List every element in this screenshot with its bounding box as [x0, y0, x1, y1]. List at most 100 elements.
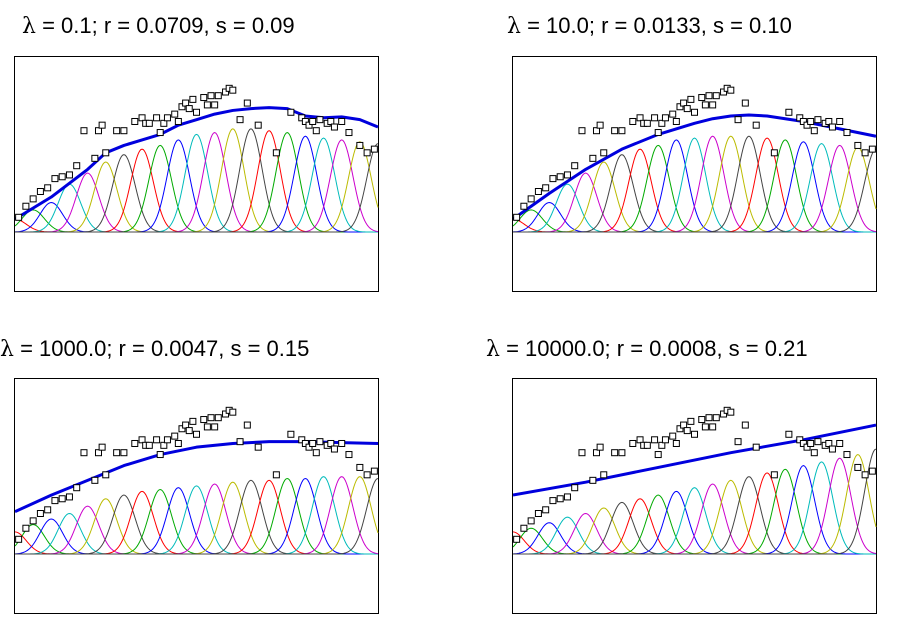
data-point-17: [131, 439, 139, 447]
data-point-40: [734, 438, 742, 446]
data-point-42: [254, 443, 262, 451]
data-point-28: [680, 421, 688, 429]
data-point-6: [549, 175, 557, 183]
data-point-44: [287, 430, 295, 438]
data-point-27: [676, 103, 684, 111]
data-point-47: [305, 443, 313, 451]
basis-curve-20: [513, 453, 877, 555]
data-point-39: [727, 86, 735, 94]
data-point-5: [44, 506, 52, 514]
data-point-46: [301, 439, 309, 447]
basis-curve-19: [513, 457, 877, 555]
data-point-40: [734, 116, 742, 124]
basis-curve-19: [15, 139, 379, 233]
fitted-curve: [15, 106, 379, 221]
data-point-37: [720, 410, 728, 418]
data-point-54: [836, 439, 844, 447]
data-point-56: [356, 463, 364, 471]
data-point-35: [211, 423, 219, 431]
panel-3-plot-frame: [14, 378, 379, 614]
basis-curve-10: [513, 139, 876, 233]
data-point-13: [98, 121, 106, 129]
data-point-53: [330, 445, 338, 453]
data-point-20: [145, 441, 153, 449]
data-point-57: [861, 471, 869, 479]
data-point-31: [193, 430, 200, 438]
data-point-53: [828, 445, 836, 453]
data-point-58: [370, 145, 378, 153]
data-point-34: [207, 414, 215, 422]
data-point-29: [185, 427, 193, 435]
data-point-52: [825, 439, 833, 447]
data-point-25: [669, 432, 677, 440]
data-point-18: [636, 114, 644, 122]
basis-curve-8: [513, 148, 876, 233]
data-point-37: [222, 88, 230, 96]
data-point-58: [868, 467, 876, 475]
data-point-12: [94, 449, 102, 457]
data-point-12: [592, 127, 600, 135]
basis-curve-2: [513, 527, 876, 555]
basis-curve-9: [513, 144, 876, 233]
panel-1-plot-frame: [14, 56, 379, 292]
data-point-56: [854, 463, 862, 471]
panel-3-plot: [15, 406, 379, 555]
data-point-7: [556, 495, 564, 503]
data-point-16: [618, 449, 626, 457]
data-point-1: [15, 213, 23, 221]
data-point-30: [687, 417, 695, 425]
data-point-28: [182, 421, 190, 429]
data-point-56: [854, 141, 862, 149]
data-point-35: [709, 101, 717, 109]
panel-4-plot: [513, 406, 877, 555]
data-point-57: [363, 149, 371, 157]
data-point-49: [312, 127, 320, 135]
data-point-45: [298, 436, 306, 444]
data-point-2: [520, 202, 528, 210]
data-point-23: [658, 441, 666, 449]
data-point-4: [534, 188, 542, 195]
data-point-1: [15, 535, 23, 543]
data-point-30: [687, 95, 695, 103]
data-point-6: [51, 175, 59, 183]
data-point-26: [672, 439, 680, 447]
data-point-40: [236, 438, 244, 446]
data-point-4: [36, 510, 44, 517]
panel-4-plot-frame: [512, 378, 877, 614]
data-point-42: [752, 121, 760, 129]
panel-3-title: λ = 1000.0; r = 0.0047, s = 0.15: [0, 336, 309, 362]
basis-curve-15: [513, 137, 876, 233]
data-point-32: [200, 416, 208, 424]
data-point-7: [556, 173, 564, 181]
data-point-54: [338, 439, 346, 447]
basis-curve-16: [513, 468, 876, 555]
data-point-3: [29, 195, 37, 203]
data-point-40: [236, 116, 244, 124]
data-point-23: [160, 441, 168, 449]
data-point-17: [629, 439, 637, 447]
data-point-45: [298, 114, 306, 122]
data-point-10: [578, 127, 586, 135]
data-point-45: [796, 436, 804, 444]
data-point-15: [611, 127, 619, 135]
panel-1-title: λ = 0.1; r = 0.0709, s = 0.09: [22, 13, 295, 39]
panel-4-title-symbol: λ: [486, 337, 500, 362]
basis-curve-2: [15, 209, 378, 233]
data-point-12: [94, 127, 102, 135]
data-point-52: [327, 117, 335, 125]
data-point-20: [643, 119, 651, 127]
data-point-20: [643, 441, 651, 449]
data-point-24: [163, 436, 171, 444]
basis-curve-16: [513, 139, 876, 233]
data-point-18: [636, 436, 644, 444]
data-point-25: [171, 432, 179, 440]
data-point-27: [178, 425, 186, 433]
basis-curve-18: [513, 143, 876, 233]
data-point-33: [203, 423, 211, 431]
data-point-18: [138, 436, 146, 444]
data-point-8: [65, 493, 73, 501]
data-point-29: [683, 105, 691, 113]
panel-2-title-symbol: λ: [507, 14, 521, 39]
data-point-44: [287, 108, 295, 116]
basis-curve-21: [513, 148, 877, 233]
